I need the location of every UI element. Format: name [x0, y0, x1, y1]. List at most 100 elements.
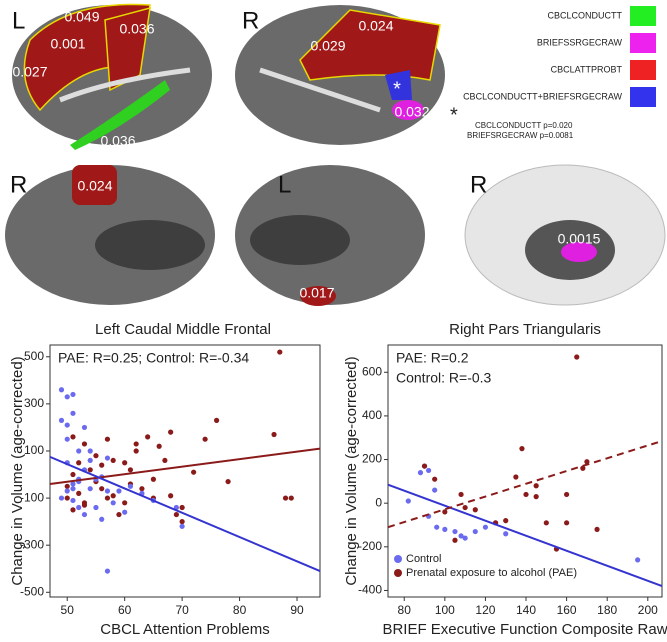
- point: [133, 448, 139, 454]
- point: [417, 470, 424, 476]
- point: [70, 497, 76, 504]
- x-tick-label: 140: [516, 603, 536, 617]
- point: [432, 487, 438, 493]
- point: [271, 431, 277, 438]
- point: [519, 446, 525, 452]
- point: [482, 524, 489, 530]
- y-axis-label: Change in Volume (age-corrected): [343, 356, 360, 585]
- p-value: 0.017: [299, 285, 334, 301]
- legend-swatch: [630, 6, 656, 26]
- sulcus: [259, 67, 381, 113]
- point: [93, 453, 99, 459]
- brain-glass-right: [464, 164, 666, 306]
- point: [432, 476, 438, 482]
- point: [70, 391, 76, 398]
- point: [87, 457, 93, 464]
- point: [533, 483, 539, 489]
- point: [462, 535, 468, 541]
- point: [70, 434, 76, 440]
- p-value: 0.024: [358, 18, 393, 34]
- region: [299, 9, 441, 81]
- point: [173, 511, 179, 518]
- point: [462, 504, 468, 511]
- point: [127, 483, 134, 489]
- point: [191, 469, 197, 475]
- point: [58, 387, 65, 393]
- point: [282, 495, 289, 501]
- note: BRIEFSRGECRAW p=0.0081: [467, 131, 574, 140]
- point: [162, 457, 168, 464]
- point: [122, 509, 128, 515]
- x-tick-label: 80: [398, 603, 412, 617]
- legend-swatch: [630, 33, 656, 53]
- brain-lateral-right: [235, 5, 445, 145]
- fit-line: [387, 483, 663, 588]
- legend-swatch: [630, 60, 656, 80]
- point: [442, 526, 448, 532]
- point: [225, 478, 231, 485]
- point: [425, 467, 432, 474]
- plot-area: [387, 344, 663, 598]
- point: [76, 460, 82, 466]
- point: [202, 436, 208, 442]
- point: [513, 474, 519, 480]
- point: [472, 528, 478, 535]
- p-value: 0.032: [394, 104, 429, 120]
- side-label: R: [242, 7, 259, 34]
- note: CBCLCONDUCTT p=0.020: [475, 121, 573, 130]
- side-label: R: [10, 171, 27, 198]
- point: [533, 494, 539, 500]
- point: [104, 488, 111, 494]
- side-label: L: [278, 171, 291, 198]
- y-tick-label: 100: [24, 443, 44, 457]
- point: [458, 533, 464, 539]
- point: [145, 434, 151, 440]
- p-value: 0.024: [77, 178, 112, 194]
- legend-label: Prenatal exposure to alcohol (PAE): [406, 567, 577, 579]
- y-tick-label: -100: [20, 490, 44, 504]
- point: [594, 526, 600, 532]
- brain-core: [250, 215, 350, 265]
- p-value: 0.0015: [558, 231, 601, 247]
- point: [150, 476, 157, 482]
- point: [64, 436, 70, 442]
- y-tick-label: 600: [362, 364, 382, 378]
- point: [122, 460, 128, 466]
- point: [70, 410, 76, 416]
- point: [421, 463, 428, 469]
- region: [561, 242, 597, 262]
- legend-label: CBCLCONDUCTT+BRIEFSRGECRAW: [463, 91, 622, 101]
- point: [70, 507, 76, 513]
- point: [116, 488, 122, 494]
- annotation: Control: R=-0.3: [396, 370, 492, 386]
- legend-label: CBCLCONDUCTT: [547, 10, 622, 20]
- point: [122, 500, 128, 506]
- y-axis-label: Change in Volume (age-corrected): [9, 356, 26, 585]
- point: [110, 493, 116, 499]
- point: [99, 462, 105, 468]
- point: [64, 483, 70, 489]
- point: [564, 491, 570, 498]
- point: [580, 465, 586, 471]
- p-value: 0.036: [119, 21, 154, 37]
- point: [104, 436, 111, 442]
- point: [277, 349, 283, 355]
- point: [81, 502, 88, 508]
- point: [288, 495, 294, 501]
- plot-area: [49, 344, 321, 598]
- point: [99, 486, 105, 492]
- brain-lateral-left: [12, 3, 212, 150]
- brain-medial-left: [235, 165, 425, 306]
- y-tick-label: -400: [358, 583, 382, 597]
- point: [104, 455, 111, 461]
- legend-label: Control: [406, 553, 441, 565]
- point: [635, 557, 641, 563]
- fit-line: [49, 447, 321, 485]
- point: [76, 504, 82, 511]
- point: [104, 568, 111, 574]
- point: [434, 524, 440, 530]
- point: [64, 495, 70, 501]
- chart-title: Left Caudal Middle Frontal: [95, 321, 271, 338]
- x-tick-label: 70: [175, 603, 189, 617]
- point: [133, 441, 139, 447]
